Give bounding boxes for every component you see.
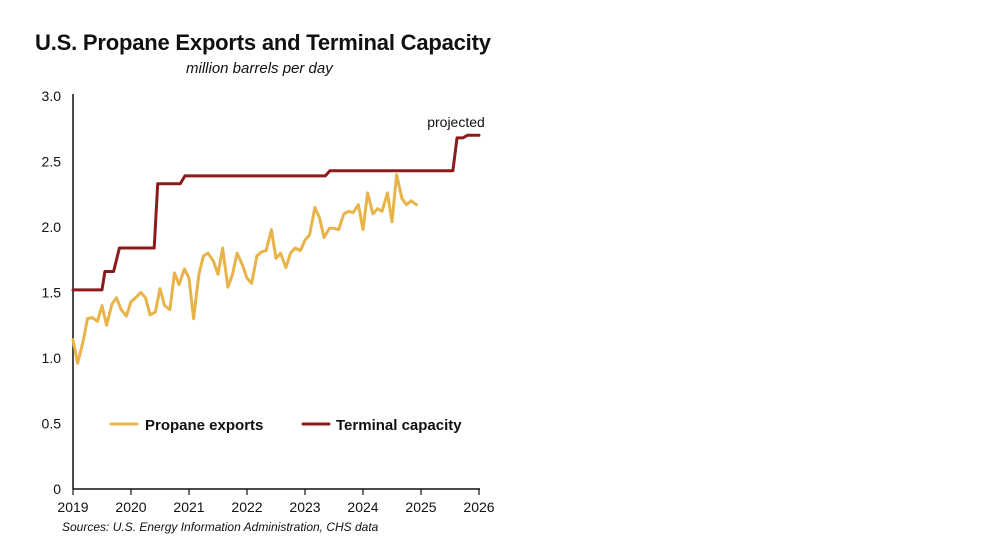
x-tick-label: 2025: [405, 499, 436, 515]
x-tick-label: 2021: [173, 499, 204, 515]
x-tick-label: 2023: [289, 499, 320, 515]
y-tick-label: 2.0: [42, 219, 62, 235]
x-tick-label: 2019: [57, 499, 88, 515]
series-line-propane-exports: [71, 173, 418, 365]
x-tick-label: 2020: [115, 499, 146, 515]
chart-title: U.S. Propane Exports and Terminal Capaci…: [35, 30, 491, 55]
legend-label-capacity: Terminal capacity: [336, 417, 462, 434]
legend-item-exports: Propane exports: [109, 417, 263, 434]
legend-item-capacity: Terminal capacity: [301, 417, 462, 434]
x-tick-label: 2024: [347, 499, 378, 515]
y-tick-label: 0: [53, 481, 61, 497]
legend-label-exports: Propane exports: [145, 417, 263, 434]
y-tick-label: 1.0: [42, 350, 62, 366]
annotation-projected: projected: [427, 114, 485, 130]
series-line-terminal-capacity: [71, 133, 481, 292]
y-tick-label: 2.5: [42, 154, 62, 170]
y-tick-label: 1.5: [42, 285, 62, 301]
source-note: Sources: U.S. Energy Information Adminis…: [62, 520, 379, 534]
chart-subtitle: million barrels per day: [186, 60, 333, 77]
y-tick-label: 3.0: [42, 88, 62, 104]
x-tick-label: 2022: [231, 499, 262, 515]
y-tick-label: 0.5: [42, 416, 62, 432]
x-tick-label: 2026: [463, 499, 494, 515]
